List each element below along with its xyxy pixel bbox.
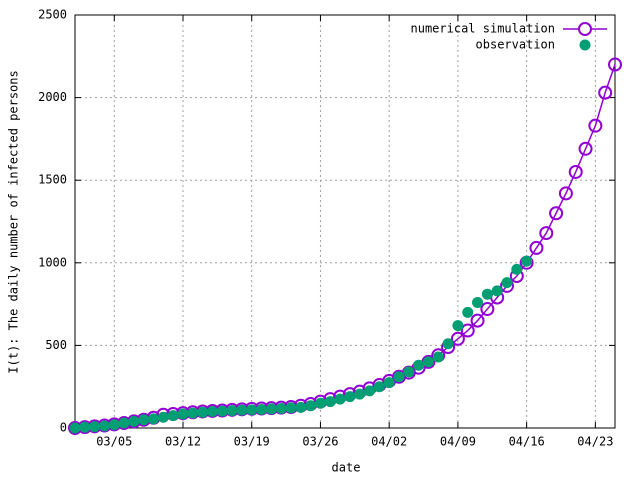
data-point <box>216 405 228 417</box>
data-point <box>138 414 150 426</box>
data-point <box>491 285 503 297</box>
data-point <box>413 359 425 371</box>
data-point <box>69 422 81 434</box>
data-point <box>128 415 140 427</box>
data-point <box>275 403 287 415</box>
data-point <box>472 296 484 308</box>
data-point <box>354 388 366 400</box>
data-point <box>324 396 336 408</box>
data-point <box>148 413 160 425</box>
y-tick-label: 2000 <box>38 90 67 104</box>
data-point <box>403 366 415 378</box>
data-point <box>79 421 91 433</box>
data-point <box>529 240 544 255</box>
data-point <box>393 371 405 383</box>
legend-label: observation <box>476 38 555 52</box>
data-point <box>295 401 307 413</box>
data-point <box>344 391 356 403</box>
data-point <box>226 405 238 417</box>
y-tick-label: 0 <box>60 421 67 435</box>
data-point <box>568 164 583 179</box>
data-point <box>285 402 297 414</box>
data-point <box>462 306 474 318</box>
data-point <box>265 403 277 415</box>
x-tick-label: 04/02 <box>371 435 407 449</box>
data-point <box>383 377 395 389</box>
y-tick-label: 500 <box>45 338 67 352</box>
data-point <box>118 417 130 429</box>
data-point <box>167 410 179 422</box>
data-point <box>549 206 564 221</box>
data-point <box>246 404 258 416</box>
data-point <box>480 302 495 317</box>
data-point <box>481 288 493 300</box>
data-point <box>460 323 475 338</box>
data-point <box>501 277 513 289</box>
data-point <box>432 351 444 363</box>
data-point <box>256 403 268 415</box>
x-tick-label: 04/23 <box>577 435 613 449</box>
data-point <box>197 406 209 418</box>
data-point <box>578 141 593 156</box>
data-point <box>450 331 465 346</box>
y-tick-label: 1000 <box>38 255 67 269</box>
x-axis-label: date <box>332 461 361 475</box>
x-tick-label: 03/26 <box>302 435 338 449</box>
data-point <box>187 407 199 419</box>
data-point <box>470 313 485 328</box>
y-axis-label: I(t): The daily number of infected perso… <box>7 70 21 373</box>
data-point <box>89 421 101 433</box>
data-point <box>305 400 317 412</box>
x-tick-label: 03/12 <box>165 435 201 449</box>
data-point <box>98 420 110 432</box>
x-tick-label: 03/19 <box>234 435 270 449</box>
x-tick-label: 04/16 <box>509 435 545 449</box>
data-point <box>442 338 454 350</box>
data-point <box>608 57 622 72</box>
data-point <box>177 408 189 420</box>
data-point <box>373 381 385 393</box>
data-point <box>511 263 523 275</box>
plot-frame <box>74 14 616 429</box>
data-point <box>558 186 573 201</box>
data-point <box>452 320 464 332</box>
x-tick-label: 04/09 <box>440 435 476 449</box>
legend-marker <box>578 22 592 36</box>
data-point <box>521 255 533 267</box>
legend-marker <box>579 39 591 51</box>
data-point <box>314 397 326 409</box>
data-point <box>236 404 248 416</box>
data-point <box>334 393 346 405</box>
y-tick-label: 1500 <box>38 173 67 187</box>
y-tick-label: 2500 <box>38 8 67 22</box>
data-point <box>539 226 554 241</box>
data-point <box>588 118 603 133</box>
data-point <box>364 385 376 397</box>
x-tick-label: 03/05 <box>96 435 132 449</box>
legend-label: numerical simulation <box>411 22 556 36</box>
data-point <box>206 405 218 417</box>
data-point <box>108 419 120 431</box>
data-point <box>422 356 434 368</box>
data-point <box>598 85 613 100</box>
data-point <box>157 411 169 423</box>
